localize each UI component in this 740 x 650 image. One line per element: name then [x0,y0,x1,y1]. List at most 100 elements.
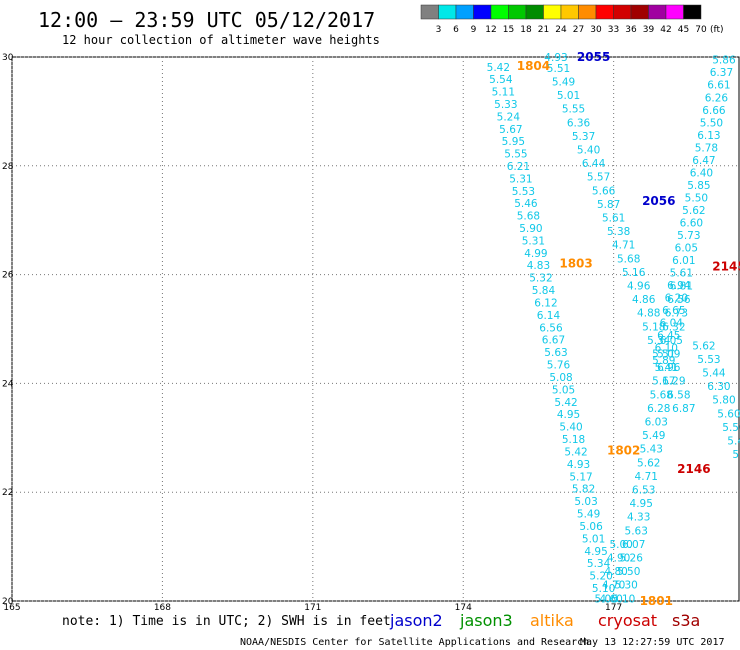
wave-height-point: 5.50 [722,422,740,434]
wave-height-point: 6.53 [632,484,655,496]
colorbar: 3 6 9 12 15 18 21 24 27 30 33 36 39 42 45 70 (ft) [420,4,724,35]
wave-height-point: 5.46 [514,198,538,210]
wave-height-point: 5.61 [670,267,693,279]
wave-height-point: 6.01 [672,255,695,267]
wave-height-point: 5.30 [732,449,740,461]
wave-height-point: 5.80 [712,395,735,407]
wave-height-point: 5.95 [502,136,525,148]
colorbar-swatch [683,4,702,20]
wave-height-point: 5.44 [702,368,726,380]
legend-jason2: jason2 [389,611,443,630]
wave-height-point: 6.30 [707,381,730,393]
x-tick-label: 171 [304,603,321,613]
footer-credit: NOAA/NESDIS Center for Satellite Applica… [240,637,589,648]
wave-height-point: 6.87 [672,403,695,415]
colorbar-swatch [613,4,632,20]
wave-height-point: 5.73 [677,230,700,242]
wave-height-point: 5.78 [695,142,718,154]
wave-height-point: 5.01 [557,90,580,102]
colorbar-unit: (ft) [710,25,724,35]
time-label: 1801 [640,594,673,608]
wave-height-point: 5.17 [569,471,592,483]
wave-height-point: 6.07 [622,539,645,551]
wave-height-point: 5.40 [727,436,740,448]
wave-height-point: 6.58 [667,389,690,401]
wave-height-point: 5.38 [607,226,630,238]
x-tick-label: 177 [605,603,622,613]
wave-height-point: 5.43 [640,444,663,456]
wave-height-point: 5.40 [577,144,600,156]
track-1: 5.425.545.115.335.245.675.955.556.215.31… [487,62,618,605]
y-tick-label: 22 [2,488,13,498]
wave-height-point: 5.40 [559,421,582,433]
colorbar-label: 6 [453,25,459,35]
wave-height-point: 5.41 [655,362,678,374]
x-tick-label: 165 [3,603,20,613]
satellite-legend: jason2 jason3 altika cryosat s3a [389,611,700,630]
wave-height-point: 5.86 [712,55,736,67]
wave-height-point: 5.85 [687,180,710,192]
wave-height-point: 6.66 [702,105,726,117]
wave-height-point: 5.68 [517,210,540,222]
wave-height-point: 5.62 [637,457,660,469]
colorbar-swatch [665,4,684,20]
time-labels: 2055 1804 2056 1803 2145 1802 2146 1801 [517,50,740,608]
wave-height-point: 4.83 [527,260,550,272]
wave-height-point: 5.17 [652,376,675,388]
wave-height-point: 5.62 [692,340,715,352]
colorbar-swatch [490,4,509,20]
wave-height-point: 6.28 [647,403,670,415]
wave-height-point: 4.93 [544,52,567,64]
y-tick-label: 26 [2,271,14,281]
wave-height-point: 6.14 [537,310,561,322]
wave-height-point: 5.20 [589,570,612,582]
wave-height-point: 5.16 [622,267,646,279]
wave-height-point: 5.55 [504,148,527,160]
time-label: 2056 [642,194,675,208]
colorbar-swatch [578,4,597,20]
colorbar-label: 24 [555,25,567,35]
wave-height-point: 5.00 [594,593,617,605]
wave-height-point: 5.10 [592,583,615,595]
footer-note: note: 1) Time is in UTC; 2) SWH is in fe… [62,614,391,629]
track-4: 5.866.376.616.266.665.506.135.786.476.40… [652,55,740,461]
colorbar-label: 30 [590,25,602,35]
wave-height-point: 6.20 [665,292,688,304]
time-label: 1803 [559,257,592,271]
wave-height-point: 5.84 [532,285,556,297]
footer-timestamp: May 13 12:27:59 UTC 2017 [580,637,725,648]
wave-height-point: 6.61 [707,80,730,92]
wave-height-point: 5.32 [529,272,552,284]
time-label: 2145 [712,259,740,273]
wave-height-point: 6.47 [692,155,715,167]
wave-height-point: 5.87 [597,199,620,211]
colorbar-label: 36 [625,25,637,35]
grid [11,56,739,602]
wave-height-point: 5.60 [717,408,740,420]
wave-height-point: 5.68 [617,253,640,265]
colorbar-swatch [438,4,457,20]
wave-height-point: 5.31 [522,235,545,247]
wave-height-point: 5.66 [592,185,616,197]
wave-height-point: 5.34 [587,558,611,570]
wave-height-point: 6.12 [534,297,557,309]
wave-height-point: 6.36 [567,117,591,129]
wave-height-point: 6.32 [662,321,685,333]
wave-height-point: 4.33 [627,512,650,524]
wave-height-point: 5.54 [489,74,513,86]
wave-height-point: 6.04 [660,317,684,329]
wave-height-point: 5.18 [642,321,665,333]
wave-height-point: 5.49 [577,508,600,520]
wave-height-point: 5.42 [564,446,587,458]
wave-height-point: 5.42 [487,62,510,74]
wave-height-point: 6.60 [680,217,703,229]
wave-height-point: 4.60 [599,593,622,605]
wave-height-point: 5.53 [512,186,535,198]
wave-height-point: 6.29 [662,376,685,388]
legend-jason3: jason3 [459,611,513,630]
colorbar-swatch [473,4,492,20]
time-label: 1804 [517,59,550,73]
colorbar-swatch [648,4,667,20]
wave-height-point: 4.96 [627,280,651,292]
